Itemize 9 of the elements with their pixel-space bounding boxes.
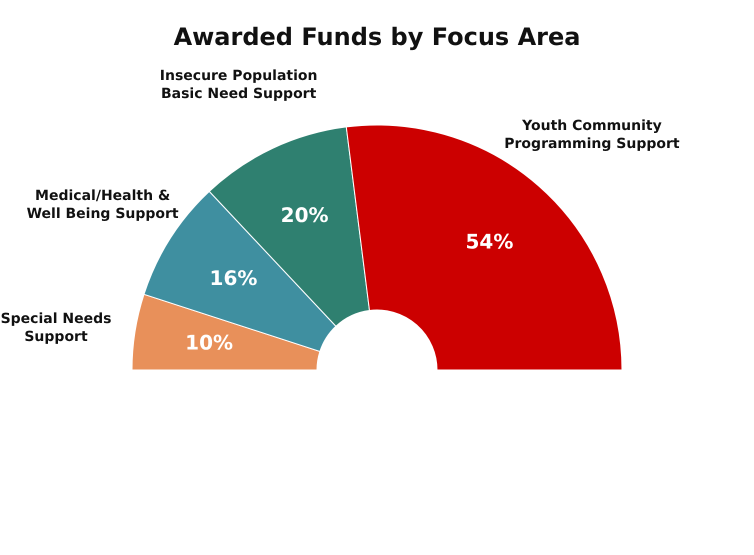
chart-title: Awarded Funds by Focus Area [174, 23, 580, 51]
slice-label: Medical/Health & Well Being Support [26, 188, 179, 222]
slice-label: Youth Community Programming Support [504, 118, 680, 152]
data-label: 54% [465, 229, 514, 254]
data-label: 10% [185, 330, 234, 354]
data-label: 16% [210, 266, 258, 290]
slice-label: Insecure Population Basic Need Support [160, 68, 318, 102]
slice-label: Special Needs Support [0, 311, 112, 346]
data-label: 20% [280, 203, 329, 228]
